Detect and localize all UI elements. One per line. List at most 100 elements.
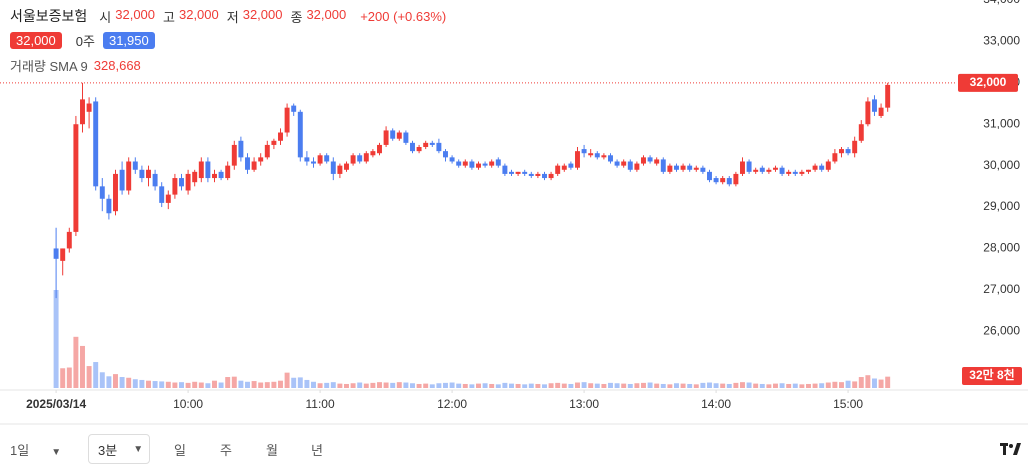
volume-bar (99, 372, 105, 388)
volume-bar (779, 383, 785, 388)
y-tick-label: 31,000 (983, 116, 1020, 130)
volume-bar (251, 381, 257, 388)
candle-body (324, 155, 330, 162)
volume-bar (713, 383, 719, 388)
volume-bar (469, 384, 475, 388)
tv-logo (1000, 443, 1021, 455)
volume-bar (60, 368, 66, 388)
candle-body (198, 161, 204, 179)
volume-bar (330, 382, 336, 388)
volume-bar (858, 377, 864, 388)
ohlc-value: 32,000 (115, 6, 156, 22)
candle-body (436, 142, 442, 152)
candle-body (700, 167, 706, 172)
candle-body (588, 153, 594, 156)
volume-bar (806, 383, 811, 388)
candle-body (647, 157, 653, 162)
candle-body (687, 165, 693, 170)
volume-bar (436, 383, 442, 388)
volume-bar (832, 381, 838, 388)
volume-bar (429, 384, 435, 388)
y-tick-label: 29,000 (983, 199, 1020, 213)
candle-body (786, 171, 792, 174)
volume-bar (878, 379, 884, 388)
volume-bar (80, 345, 85, 388)
candle-body (825, 161, 831, 170)
period-button[interactable]: 주 (220, 443, 232, 458)
candle-body (469, 161, 475, 168)
period-button[interactable]: 년 (311, 443, 323, 458)
volume-bar (291, 377, 297, 388)
volume-bar (561, 383, 567, 388)
volume-bar (535, 383, 541, 388)
candle-body (377, 144, 382, 154)
volume-bar (212, 380, 217, 388)
candle-body (535, 173, 541, 176)
candle-body (258, 157, 264, 162)
volume-bar (792, 383, 798, 388)
candle-body (462, 161, 468, 166)
candle-body (165, 194, 171, 203)
candle-body (449, 157, 455, 162)
ohlc-value: 32,000 (178, 6, 219, 22)
candle-body (278, 132, 283, 141)
candle-body (53, 248, 59, 259)
candle-body (423, 142, 429, 148)
volume-bar (132, 379, 138, 388)
x-tick-label: 12:00 (437, 397, 467, 411)
volume-bar (885, 376, 891, 388)
volume-bar (311, 381, 316, 388)
spread: 0주 (75, 34, 95, 49)
candle-body (159, 186, 165, 203)
candle-body (119, 169, 125, 191)
candle-body (86, 103, 92, 112)
candle-body (726, 178, 732, 185)
candle-body (680, 165, 686, 170)
volume-bar (641, 382, 646, 388)
candle-body (205, 161, 211, 179)
x-tick-label: 10:00 (173, 397, 203, 411)
y-tick-label: 33,000 (983, 34, 1020, 48)
volume-bar (383, 382, 389, 388)
volume-bar (825, 382, 831, 388)
candle-body (746, 161, 752, 172)
volume-bar (812, 383, 818, 388)
candle-body (581, 149, 587, 154)
candle-body (819, 165, 825, 170)
candle-body (403, 132, 409, 143)
volume-bar (357, 382, 363, 388)
volume-bar (773, 383, 778, 388)
volume-bar (746, 382, 752, 388)
candle-body (674, 165, 679, 170)
volume-bar (482, 383, 488, 388)
candle-body (357, 155, 363, 162)
chart: 26,000 27,000 28,000 29,000 30,000 31,000 32,0… (0, 0, 1028, 425)
candle-body (139, 169, 145, 179)
volume-bar (443, 382, 448, 388)
candle-body (614, 161, 620, 166)
candle-body (126, 161, 132, 191)
period-button[interactable]: 일 (174, 443, 186, 458)
volume-legend: 거래량 SMA 9 328,668 (10, 56, 147, 75)
candle-body (456, 161, 462, 166)
candle-body (812, 165, 818, 170)
volume-bar (172, 382, 178, 388)
x-tick-label: 15:00 (833, 397, 863, 411)
volume-bar (423, 383, 429, 388)
volume-bar (476, 383, 481, 388)
interval-select[interactable]: 1일 ▼ (10, 443, 62, 458)
timeframe-select[interactable]: 3분 ▼ (88, 434, 150, 464)
candle-body (495, 159, 501, 166)
candle-body (759, 167, 765, 172)
volume-bar (654, 383, 660, 388)
candle-body (509, 171, 514, 174)
volume-bar (225, 377, 231, 388)
candle-body (753, 169, 759, 172)
candle-body (304, 157, 310, 162)
period-button[interactable]: 월 (266, 443, 278, 458)
volume-bar (179, 382, 184, 388)
volume-bar (284, 372, 290, 388)
candle-body (779, 167, 785, 174)
candle-body (344, 163, 349, 170)
volume-bar (86, 366, 92, 388)
